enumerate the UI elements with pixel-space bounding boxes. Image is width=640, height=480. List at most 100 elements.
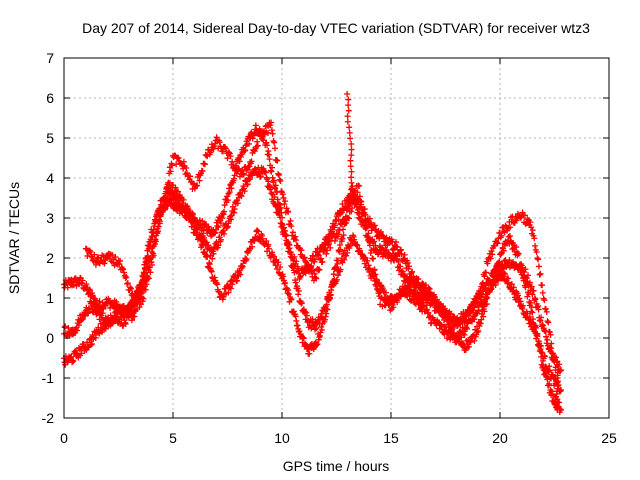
- data-point: [265, 178, 272, 185]
- data-point: [327, 244, 334, 251]
- data-point: [336, 227, 343, 234]
- data-point: [549, 350, 556, 357]
- data-point: [245, 140, 252, 147]
- data-point: [219, 148, 226, 155]
- data-point: [395, 259, 402, 266]
- data-point: [323, 250, 330, 257]
- data-point: [296, 328, 303, 335]
- data-point: [311, 270, 318, 277]
- annotated-point: [344, 113, 351, 120]
- data-point: [271, 145, 278, 152]
- annotated-point: [345, 96, 352, 103]
- data-point: [224, 155, 231, 162]
- data-point: [544, 376, 551, 383]
- data-point: [506, 257, 513, 264]
- data-point: [254, 227, 261, 234]
- data-point: [347, 201, 354, 208]
- y-tick-label: -1: [42, 370, 55, 386]
- data-point: [331, 222, 338, 229]
- data-point: [157, 213, 164, 220]
- data-point: [546, 380, 553, 387]
- data-point: [491, 277, 498, 284]
- data-point: [159, 203, 166, 210]
- data-point: [479, 280, 486, 287]
- data-point: [222, 145, 229, 152]
- data-point: [401, 272, 408, 279]
- tick-labels: -2 -1 0 1 2 3 4 5 6 7 0 5 10 15 20 25: [42, 50, 617, 446]
- data-point: [203, 152, 210, 159]
- data-point: [529, 309, 536, 316]
- data-point: [120, 266, 127, 273]
- data-point: [233, 162, 240, 169]
- y-tick-label: 5: [46, 130, 54, 146]
- annotated-point: [347, 135, 354, 142]
- annotated-point: [348, 152, 355, 159]
- data-point: [414, 295, 421, 302]
- data-point: [62, 323, 69, 330]
- data-point: [462, 316, 469, 323]
- data-point: [361, 254, 368, 261]
- data-point: [181, 204, 188, 211]
- data-point: [140, 295, 147, 302]
- y-tick-label: -2: [42, 410, 55, 426]
- annotated-point: [345, 107, 352, 114]
- data-point: [515, 292, 522, 299]
- data-point: [272, 182, 279, 189]
- data-point: [70, 358, 77, 365]
- data-point: [226, 149, 233, 156]
- data-point: [271, 194, 278, 201]
- data-point: [279, 191, 286, 198]
- data-point: [365, 262, 372, 269]
- data-point: [240, 171, 247, 178]
- data-point: [360, 206, 367, 213]
- data-point: [398, 250, 405, 257]
- data-point: [79, 277, 86, 284]
- data-point: [234, 200, 241, 207]
- data-point: [216, 139, 223, 146]
- data-point: [472, 302, 479, 309]
- data-point: [397, 263, 404, 270]
- data-point: [183, 165, 190, 172]
- data-point: [131, 291, 138, 298]
- data-point: [236, 158, 243, 165]
- data-point: [214, 281, 221, 288]
- data-point: [529, 227, 536, 234]
- data-point: [180, 158, 187, 165]
- data-point: [327, 291, 334, 298]
- data-point: [290, 261, 297, 268]
- data-point: [333, 263, 340, 270]
- data-point: [356, 193, 363, 200]
- data-point: [349, 205, 356, 212]
- data-point: [102, 302, 109, 309]
- data-point: [217, 219, 224, 226]
- data-point: [274, 266, 281, 273]
- annotated-point: [348, 141, 355, 147]
- data-point: [124, 280, 131, 287]
- data-point: [500, 269, 507, 276]
- data-point: [295, 287, 302, 294]
- data-point: [315, 267, 322, 274]
- data-point: [488, 248, 495, 255]
- data-point: [89, 340, 96, 347]
- data-point: [265, 245, 272, 252]
- data-point: [303, 312, 310, 319]
- data-point: [533, 248, 540, 255]
- data-point: [275, 170, 282, 177]
- data-point: [225, 289, 232, 296]
- data-point: [484, 260, 491, 267]
- data-point: [122, 320, 129, 327]
- data-point: [266, 156, 273, 163]
- data-point: [306, 350, 313, 357]
- data-point: [254, 138, 261, 145]
- data-point: [207, 252, 214, 259]
- data-point: [189, 219, 196, 226]
- data-point: [141, 266, 148, 273]
- data-point: [357, 197, 364, 204]
- data-point: [431, 294, 438, 301]
- data-point: [532, 242, 539, 249]
- data-point: [142, 286, 149, 293]
- data-point: [194, 182, 201, 189]
- data-point: [538, 314, 545, 321]
- data-point: [542, 306, 549, 313]
